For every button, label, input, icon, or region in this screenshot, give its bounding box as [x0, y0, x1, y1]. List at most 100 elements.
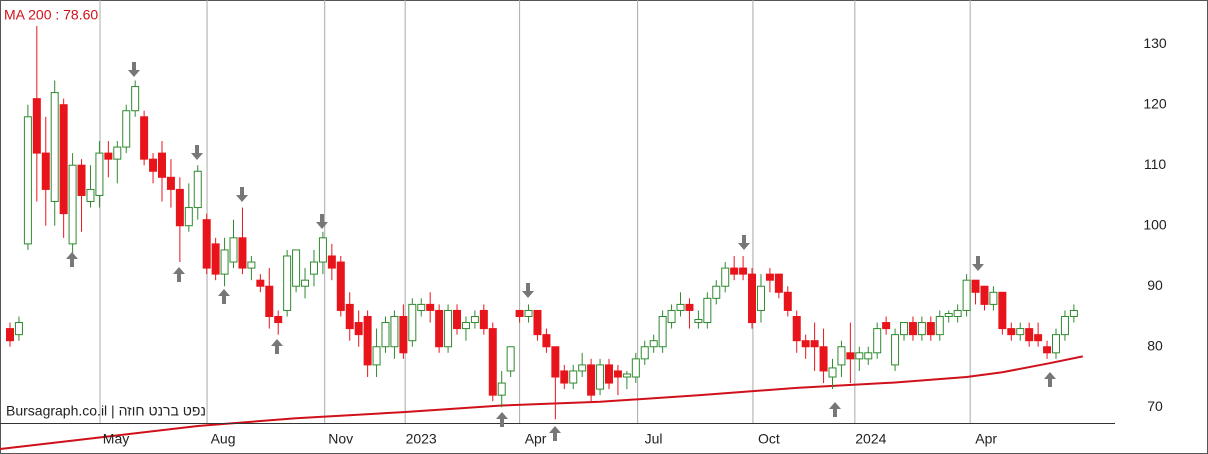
- candle-body: [265, 285, 274, 317]
- y-tick-label: 90: [1147, 277, 1163, 293]
- candle-body: [685, 303, 694, 311]
- candle-body: [578, 364, 587, 372]
- candle-body: [301, 279, 310, 287]
- candle-body: [739, 267, 748, 275]
- candle-body: [801, 340, 810, 348]
- candle-body: [345, 303, 354, 330]
- up-arrow: [1044, 372, 1056, 387]
- up-arrow: [549, 426, 561, 441]
- signal-arrows: [66, 62, 1056, 441]
- candle-body: [658, 315, 667, 348]
- candle-body: [95, 152, 104, 196]
- x-tick-label: Nov: [328, 431, 353, 447]
- candle-body: [926, 322, 935, 336]
- up-arrow: [496, 412, 508, 427]
- candle-body: [819, 346, 828, 372]
- x-tick-label: Apr: [525, 431, 547, 447]
- candle-body: [596, 364, 605, 390]
- candle-body: [640, 346, 649, 360]
- candle-body: [59, 104, 68, 215]
- candle-layer: [6, 26, 1078, 420]
- candle-body: [104, 152, 113, 160]
- candle-body: [1016, 328, 1025, 336]
- candle-body: [1034, 334, 1043, 342]
- candle-body: [184, 207, 193, 227]
- candle-body: [783, 291, 792, 311]
- x-tick-label: 2023: [406, 431, 437, 447]
- candle-body: [1043, 346, 1052, 354]
- candle-body: [765, 273, 774, 281]
- candle-body: [613, 370, 622, 378]
- candle-body: [712, 285, 721, 299]
- candle-body: [77, 164, 86, 196]
- candle-body: [372, 346, 381, 366]
- x-tick-label: 2024: [855, 431, 886, 447]
- down-arrow: [522, 283, 534, 298]
- candle-body: [846, 352, 855, 360]
- candle-body: [756, 285, 765, 311]
- candle-body: [488, 328, 497, 396]
- candle-body: [962, 279, 971, 311]
- candle-body: [131, 86, 140, 112]
- candle-body: [363, 315, 372, 366]
- candle-body: [569, 370, 578, 384]
- candle-body: [318, 237, 327, 263]
- candle-body: [6, 328, 15, 342]
- up-arrow: [173, 267, 185, 282]
- candle-body: [453, 309, 462, 330]
- candle-body: [23, 116, 32, 245]
- down-arrow: [972, 256, 984, 271]
- ma-legend: MA 200 : 78.60: [4, 7, 98, 23]
- candle-body: [327, 255, 336, 269]
- candle-body: [900, 322, 909, 336]
- candle-body: [32, 98, 41, 154]
- candle-body: [193, 170, 202, 209]
- candle-body: [461, 322, 470, 330]
- candle-body: [309, 261, 318, 275]
- candle-body: [1051, 334, 1060, 354]
- candle-body: [1007, 328, 1016, 336]
- candle-body: [703, 297, 712, 324]
- y-tick-label: 110: [1144, 156, 1167, 172]
- candle-body: [381, 322, 390, 348]
- candle-body: [479, 309, 488, 330]
- y-tick-label: 130: [1143, 35, 1167, 51]
- candle-body: [917, 322, 926, 336]
- candle-body: [730, 267, 739, 275]
- candle-body: [86, 188, 95, 203]
- candle-body: [50, 92, 59, 203]
- candle-body: [238, 237, 247, 269]
- candle-body: [408, 303, 417, 342]
- down-arrow: [236, 187, 248, 202]
- candle-body: [292, 249, 301, 287]
- candle-body: [14, 322, 23, 336]
- x-tick-label: Apr: [975, 431, 997, 447]
- candle-body: [1025, 328, 1034, 342]
- candle-body: [694, 319, 703, 324]
- candle-body: [435, 309, 444, 348]
- candle-body: [113, 146, 122, 160]
- y-tick-label: 80: [1147, 337, 1163, 353]
- ma-line: [0, 355, 1084, 450]
- candle-body: [631, 358, 640, 378]
- candle-body: [524, 309, 533, 317]
- candle-body: [551, 346, 560, 378]
- y-tick-label: 70: [1147, 398, 1163, 414]
- candle-body: [336, 261, 345, 311]
- candle-body: [140, 116, 149, 160]
- down-arrow: [738, 235, 750, 250]
- candle-body: [935, 315, 944, 336]
- candle-body: [810, 340, 819, 348]
- candle-body: [175, 188, 184, 227]
- candle-body: [649, 340, 658, 348]
- candle-body: [998, 291, 1007, 330]
- candle-body: [828, 367, 837, 378]
- candle-body: [149, 158, 158, 172]
- candle-body: [971, 279, 980, 293]
- candle-body: [220, 249, 229, 275]
- candle-body: [882, 322, 891, 330]
- up-arrow: [66, 252, 78, 267]
- candle-body: [470, 315, 479, 324]
- candle-body: [864, 352, 873, 360]
